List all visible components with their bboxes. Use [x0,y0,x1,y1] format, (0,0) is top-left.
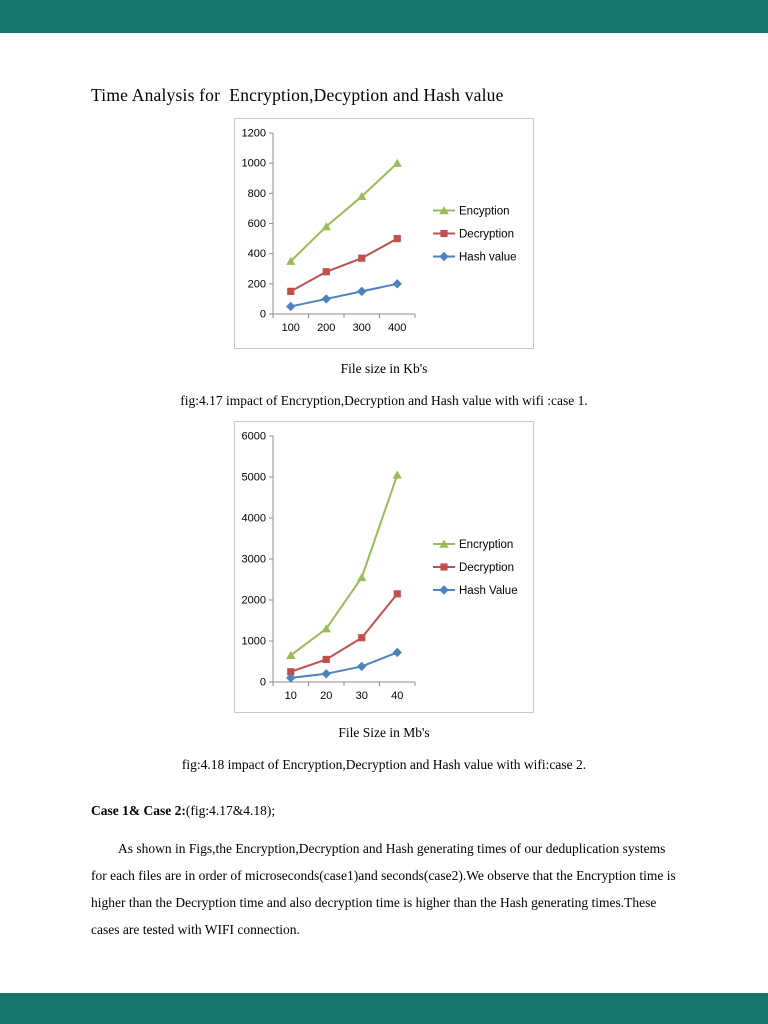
svg-text:600: 600 [248,218,266,230]
svg-text:30: 30 [356,690,368,702]
page-title: Time Analysis for Encryption,Decyption a… [91,85,504,105]
line-chart-case2: 0 1000 2000 3000 4000 5000 6000 10 20 30 40 Encrypt… [234,421,534,713]
chart-svg: 0 200 400 600 800 1000 1200 100 200 300 400 Encypti… [242,128,517,335]
case-heading: Case 1& Case 2:(fig:4.17&4.18); [91,803,677,819]
svg-text:100: 100 [282,322,300,334]
svg-text:6000: 6000 [242,431,266,443]
svg-text:Decryption: Decryption [459,229,514,241]
svg-text:300: 300 [353,322,371,334]
svg-text:Encryption: Encryption [459,539,513,551]
svg-text:0: 0 [260,677,266,689]
chart1-x-axis-label: File size in Kb's [340,361,428,376]
svg-text:10: 10 [285,690,297,702]
svg-text:800: 800 [248,188,266,200]
svg-text:1200: 1200 [242,128,266,140]
chart-svg: 0 1000 2000 3000 4000 5000 6000 10 20 30 40 Encrypt… [242,431,518,703]
chart1-caption: fig:4.17 impact of Encryption,Decryption… [180,393,588,408]
svg-text:3000: 3000 [242,554,266,566]
svg-text:Hash value: Hash value [459,252,517,264]
body-paragraph: As shown in Figs,the Encryption,Decrypti… [91,841,676,937]
svg-text:40: 40 [391,690,403,702]
svg-text:4000: 4000 [242,513,266,525]
svg-text:0: 0 [260,309,266,321]
chart2-caption: fig:4.18 impact of Encryption,Decryption… [181,757,587,772]
case-heading-rest: (fig:4.17&4.18); [185,803,276,818]
line-chart-case1: 0 200 400 600 800 1000 1200 100 200 300 400 Encypti… [234,118,534,349]
svg-text:1000: 1000 [242,158,266,170]
svg-text:Decryption: Decryption [459,562,514,574]
charts-section: 0 200 400 600 800 1000 1200 100 200 300 400 Encypti… [91,106,677,773]
svg-text:Encyption: Encyption [459,206,510,218]
svg-text:200: 200 [248,278,266,290]
svg-text:400: 400 [388,322,406,334]
document-page: Time Analysis for Encryption,Decyption a… [0,33,768,993]
chart2-x-axis-label: File Size in Mb's [338,725,430,740]
svg-text:1000: 1000 [242,636,266,648]
svg-text:Hash Value: Hash Value [459,585,518,597]
svg-text:5000: 5000 [242,472,266,484]
svg-text:400: 400 [248,248,266,260]
svg-text:20: 20 [320,690,332,702]
svg-text:2000: 2000 [242,595,266,607]
case-heading-bold: Case 1& Case 2: [91,803,186,818]
svg-text:200: 200 [317,322,335,334]
